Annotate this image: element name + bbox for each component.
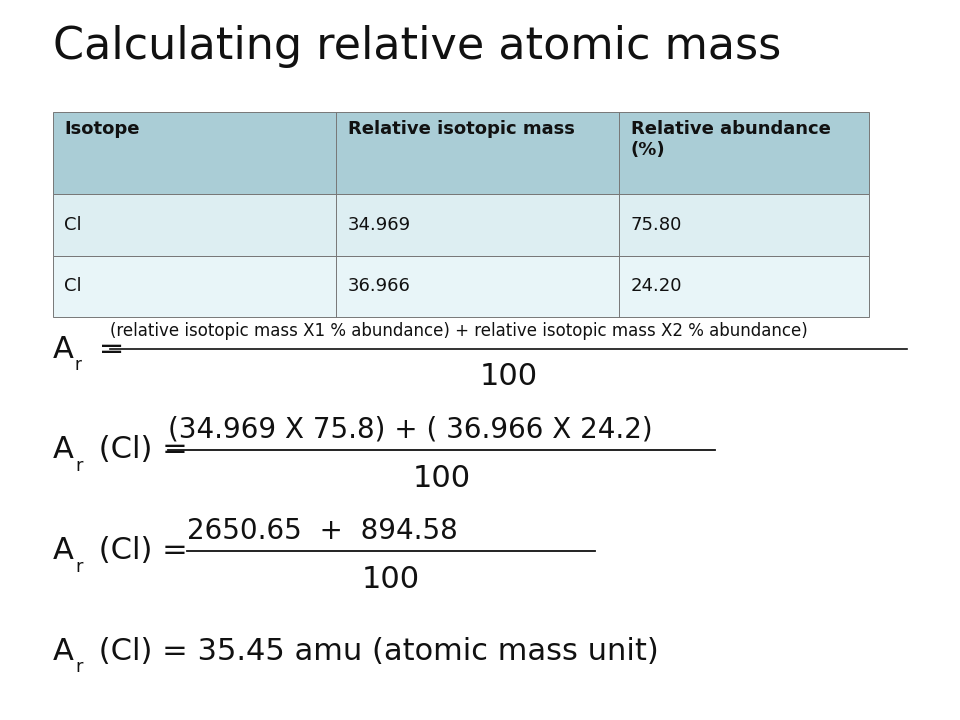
Text: 24.20: 24.20 xyxy=(631,277,683,295)
Text: 2650.65  +  894.58: 2650.65 + 894.58 xyxy=(187,517,458,544)
Text: A: A xyxy=(53,536,74,565)
Text: (Cl) = 35.45 amu (atomic mass unit): (Cl) = 35.45 amu (atomic mass unit) xyxy=(89,637,660,666)
Bar xyxy=(53,256,869,317)
Text: 100: 100 xyxy=(413,464,470,493)
Bar xyxy=(53,194,869,256)
Text: r: r xyxy=(75,658,83,677)
Text: r: r xyxy=(75,457,83,475)
Text: Cl: Cl xyxy=(64,216,82,234)
Bar xyxy=(53,112,869,194)
Text: A: A xyxy=(53,637,74,666)
Text: 75.80: 75.80 xyxy=(631,216,683,234)
Text: 100: 100 xyxy=(362,565,420,594)
Text: (Cl) =: (Cl) = xyxy=(89,436,198,464)
Text: Relative abundance
(%): Relative abundance (%) xyxy=(631,120,830,159)
Text: 34.969: 34.969 xyxy=(348,216,411,234)
Text: Cl: Cl xyxy=(64,277,82,295)
Text: A: A xyxy=(53,335,74,364)
Text: r: r xyxy=(75,356,82,374)
Text: Calculating relative atomic mass: Calculating relative atomic mass xyxy=(53,25,781,68)
Text: A: A xyxy=(53,436,74,464)
Text: 100: 100 xyxy=(480,362,538,391)
Text: (relative isotopic mass X1 % abundance) + relative isotopic mass X2 % abundance): (relative isotopic mass X1 % abundance) … xyxy=(110,323,808,340)
Text: r: r xyxy=(75,557,83,576)
Text: (34.969 X 75.8) + ( 36.966 X 24.2): (34.969 X 75.8) + ( 36.966 X 24.2) xyxy=(168,416,653,444)
Text: =: = xyxy=(89,335,134,364)
Text: Relative isotopic mass: Relative isotopic mass xyxy=(348,120,574,138)
Text: 36.966: 36.966 xyxy=(348,277,410,295)
Text: Isotope: Isotope xyxy=(64,120,140,138)
Text: (Cl) =: (Cl) = xyxy=(89,536,207,565)
